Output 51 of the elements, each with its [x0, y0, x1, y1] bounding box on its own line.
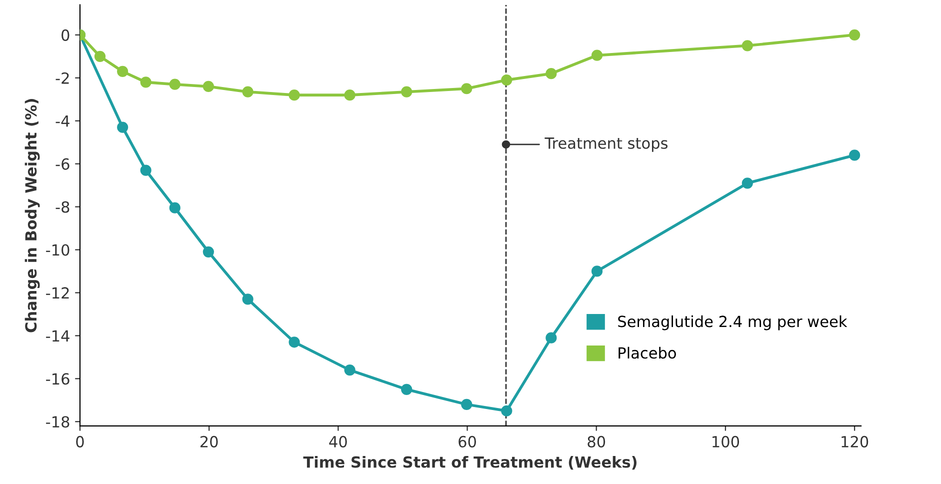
x-tick-label: 60: [458, 436, 476, 448]
point: [546, 332, 557, 344]
y-tick-label: -10: [46, 244, 70, 256]
point: [461, 83, 472, 94]
point: [546, 68, 557, 80]
point: [242, 294, 254, 305]
legend-label: Placebo: [618, 346, 676, 359]
x-tick-label: 80: [588, 436, 606, 448]
y-tick-label: 0: [62, 29, 70, 41]
y-tick-label: -18: [46, 416, 70, 428]
y-axis-title: Change in Body Weight (%): [24, 99, 40, 332]
point: [461, 398, 472, 410]
point: [202, 246, 214, 258]
point: [288, 90, 300, 101]
x-axis-title: Time Since Start of Treatment (Weeks): [303, 456, 636, 470]
point: [401, 86, 412, 98]
point: [344, 364, 356, 376]
point: [140, 164, 152, 176]
y-tick-label: -12: [46, 287, 69, 299]
point: [94, 50, 106, 62]
y-tick-label: -16: [46, 373, 70, 385]
point: [202, 80, 214, 92]
annotation: Treatment stops: [544, 138, 668, 152]
point: [117, 122, 128, 133]
y-tick-label: -4: [56, 116, 70, 127]
legend-label: Semaglutide 2.4 mg per week: [618, 315, 848, 330]
point: [849, 150, 860, 161]
point: [591, 266, 603, 277]
point: [401, 384, 412, 395]
y-tick-label: -8: [56, 201, 70, 213]
point: [501, 74, 512, 86]
y-tick-label: -6: [56, 158, 70, 170]
x-tick-label: 40: [329, 436, 347, 448]
point: [242, 86, 254, 98]
x-tick-label: 20: [200, 436, 218, 448]
point: [140, 76, 152, 88]
point: [849, 29, 860, 40]
point: [169, 202, 180, 214]
point: [591, 50, 603, 61]
y-tick-label: -14: [46, 330, 70, 342]
x-tick-label: 0: [76, 436, 84, 448]
point: [169, 78, 180, 90]
point: [288, 336, 300, 348]
y-tick-label: -2: [56, 72, 69, 84]
x-tick-label: 120: [842, 436, 868, 448]
point: [742, 40, 753, 52]
point: [117, 66, 128, 77]
point: [501, 405, 512, 416]
point: [344, 90, 356, 101]
point: [742, 178, 753, 189]
x-tick-label: 100: [712, 436, 740, 448]
